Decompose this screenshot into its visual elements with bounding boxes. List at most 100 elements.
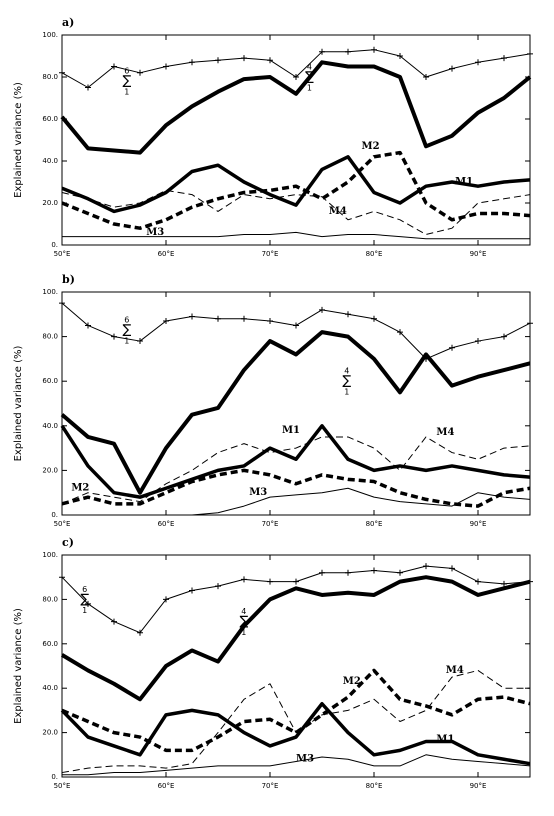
marker: [345, 311, 351, 318]
sum-symbol: ∑: [239, 614, 248, 629]
y-tick-label: 60.0: [42, 377, 58, 385]
y-axis-label: Explained variance (%): [13, 82, 24, 198]
series-line: [60, 424, 531, 499]
series-label: M3: [146, 227, 164, 238]
marker: [163, 596, 169, 603]
marker: [397, 329, 403, 336]
marker: [293, 322, 299, 329]
sum-upper: 4: [241, 607, 246, 616]
series-line: [61, 436, 531, 505]
series-label: M2: [362, 141, 380, 152]
marker: [189, 59, 195, 66]
marker: [449, 65, 455, 72]
marker: [501, 580, 507, 587]
series-line: [62, 231, 530, 240]
y-tick-label: 0.: [51, 241, 58, 249]
marker: [449, 565, 455, 572]
panel-label: a): [62, 16, 74, 29]
panel-label: b): [62, 273, 75, 286]
series-line: [61, 669, 530, 774]
marker: [111, 333, 117, 340]
sum-lower: 1: [82, 606, 87, 615]
x-tick-label: 70°E: [262, 782, 279, 790]
marker: [319, 306, 325, 313]
marker: [215, 315, 221, 322]
series-line: [61, 668, 531, 753]
marker: [527, 320, 533, 327]
sum-lower: 1: [124, 88, 129, 97]
panel-label: c): [62, 536, 74, 549]
series-line: [61, 155, 531, 214]
y-tick-label: 0.: [51, 773, 58, 781]
sum-upper: 6: [82, 585, 87, 594]
series-label: M3: [249, 487, 267, 498]
y-tick-label: 20.0: [42, 466, 58, 474]
sum-symbol: ∑: [122, 74, 131, 89]
series-line: [61, 468, 531, 508]
marker: [215, 583, 221, 590]
x-tick-label: 80°E: [366, 520, 383, 528]
x-tick-label: 80°E: [366, 250, 383, 258]
marker: [475, 338, 481, 345]
sum-upper: 6: [124, 67, 129, 76]
sum-upper: 4: [307, 63, 312, 72]
marker: [527, 50, 533, 57]
marker: [267, 57, 273, 64]
series-line: [62, 487, 531, 516]
y-tick-label: 80.0: [42, 333, 58, 341]
marker: [85, 84, 91, 91]
marker: [319, 569, 325, 576]
sum-symbol: ∑: [80, 592, 89, 607]
marker: [215, 57, 221, 64]
series-line: [60, 330, 531, 495]
y-tick-label: 20.0: [42, 729, 58, 737]
marker: [475, 59, 481, 66]
marker: [345, 48, 351, 55]
series-label: M1: [436, 734, 454, 745]
plot-frame: [61, 291, 531, 516]
y-tick-label: 60.0: [42, 115, 58, 123]
series-label: M3: [296, 754, 314, 765]
x-tick-label: 90°E: [470, 250, 487, 258]
plot-frame: [61, 34, 531, 246]
marker: [137, 629, 143, 636]
y-tick-label: 40.0: [42, 157, 58, 165]
x-tick-label: 80°E: [366, 782, 383, 790]
y-tick-label: 100.: [42, 31, 58, 39]
marker: [241, 315, 247, 322]
series-label: M1: [455, 177, 473, 188]
y-axis-label: Explained variance (%): [13, 345, 24, 461]
x-tick-label: 60°E: [158, 250, 175, 258]
series-label: M4: [329, 206, 347, 217]
marker: [189, 313, 195, 320]
series-label: M2: [71, 483, 89, 494]
marker: [371, 46, 377, 53]
marker: [111, 63, 117, 70]
x-tick-label: 90°E: [470, 520, 487, 528]
series-label: M4: [436, 427, 454, 438]
x-tick-label: 60°E: [158, 520, 175, 528]
marker: [59, 300, 65, 307]
series-line: [61, 49, 531, 88]
series-line: [61, 302, 531, 360]
y-tick-label: 40.0: [42, 422, 58, 430]
x-tick-label: 70°E: [262, 250, 279, 258]
y-axis-label: Explained variance (%): [13, 608, 24, 724]
sum-upper: 6: [124, 315, 129, 324]
marker: [137, 338, 143, 345]
series-line: [60, 60, 532, 155]
x-tick-label: 90°E: [470, 782, 487, 790]
series-line: [60, 701, 531, 766]
sum-symbol: ∑: [305, 70, 314, 85]
marker: [241, 55, 247, 62]
series-line: [61, 565, 531, 634]
sum-symbol: ∑: [122, 322, 131, 337]
marker: [189, 587, 195, 594]
series-line: [60, 575, 531, 702]
y-tick-label: 60.0: [42, 640, 58, 648]
sum-symbol: ∑: [342, 374, 351, 389]
marker: [423, 74, 429, 80]
marker: [449, 344, 455, 351]
x-tick-label: 60°E: [158, 782, 175, 790]
